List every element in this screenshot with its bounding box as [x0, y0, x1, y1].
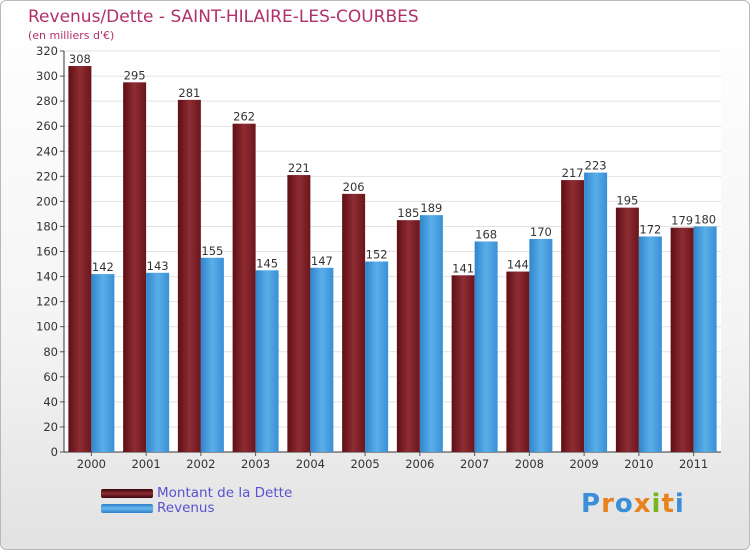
data-label-debt: 221	[288, 161, 310, 175]
bar-revenus	[91, 274, 115, 452]
y-tick-label: 60	[43, 370, 58, 384]
logo-letter: x	[633, 489, 652, 519]
bar-debt	[615, 207, 639, 452]
bar-revenus	[419, 215, 443, 452]
bar-debt	[396, 220, 420, 452]
data-label-revenus: 147	[311, 254, 333, 268]
data-label-revenus: 170	[530, 225, 552, 239]
y-tick-label: 20	[43, 420, 58, 434]
bar-revenus	[200, 257, 224, 452]
y-tick-label: 300	[36, 69, 58, 83]
x-tick-label: 2007	[460, 457, 489, 471]
bar-revenus	[584, 172, 608, 452]
y-tick-label: 0	[51, 445, 58, 459]
bar-debt	[451, 275, 475, 452]
data-label-debt: 281	[178, 86, 200, 100]
legend-swatch-revenus	[101, 504, 153, 513]
legend-swatch-debt	[101, 489, 153, 498]
data-label-debt: 185	[397, 206, 419, 220]
legend-label-revenus: Revenus	[157, 500, 215, 516]
data-label-debt: 295	[124, 68, 146, 82]
y-tick-label: 160	[36, 245, 58, 259]
x-tick-label: 2011	[679, 457, 708, 471]
data-label-revenus: 172	[639, 222, 661, 236]
x-tick-label: 2010	[624, 457, 653, 471]
y-tick-label: 40	[43, 395, 58, 409]
bar-debt	[177, 99, 201, 452]
data-label-revenus: 189	[420, 201, 442, 215]
bar-revenus	[310, 267, 334, 452]
y-tick-label: 120	[36, 295, 58, 309]
y-tick-label: 240	[36, 144, 58, 158]
chart-title: Revenus/Dette - SAINT-HILAIRE-LES-COURBE…	[28, 7, 419, 27]
y-tick-label: 100	[36, 320, 58, 334]
bar-revenus	[146, 272, 170, 452]
bar-debt	[506, 271, 530, 452]
logo-letter: r	[601, 489, 615, 519]
bar-revenus	[529, 238, 553, 452]
logo-letter: o	[614, 489, 634, 519]
data-label-debt: 217	[562, 166, 584, 180]
bar-debt	[561, 180, 585, 452]
x-tick-label: 2001	[131, 457, 160, 471]
data-label-debt: 144	[507, 258, 529, 272]
bar-revenus	[474, 241, 498, 452]
proxiti-logo: Proxiti	[581, 489, 685, 519]
bar-revenus	[365, 261, 389, 452]
data-label-debt: 179	[671, 214, 693, 228]
x-tick-label: 2000	[77, 457, 106, 471]
y-tick-label: 200	[36, 194, 58, 208]
data-label-revenus: 168	[475, 227, 497, 241]
bar-revenus	[638, 236, 662, 452]
data-label-debt: 262	[233, 110, 255, 124]
data-label-revenus: 145	[256, 256, 278, 270]
bar-debt	[68, 66, 92, 452]
y-tick-label: 280	[36, 94, 58, 108]
legend-label-debt: Montant de la Dette	[157, 485, 293, 501]
bar-revenus	[255, 270, 279, 452]
data-label-revenus: 155	[201, 244, 223, 258]
bar-revenus	[693, 226, 717, 452]
data-label-revenus: 180	[694, 212, 716, 226]
bar-debt	[232, 123, 256, 453]
data-label-revenus: 142	[92, 260, 114, 274]
data-label-debt: 141	[452, 261, 474, 275]
data-label-debt: 308	[69, 52, 91, 66]
y-tick-label: 220	[36, 169, 58, 183]
data-label-revenus: 223	[585, 159, 607, 173]
data-label-revenus: 152	[366, 248, 388, 262]
y-tick-label: 260	[36, 119, 58, 133]
chart-subtitle: (en milliers d'€)	[28, 29, 115, 42]
bar-debt	[670, 227, 694, 452]
y-tick-label: 320	[36, 44, 58, 58]
x-tick-label: 2005	[350, 457, 379, 471]
logo-letter: i	[651, 489, 662, 519]
data-label-debt: 195	[616, 194, 638, 208]
data-label-debt: 206	[343, 180, 365, 194]
logo-letter: P	[581, 489, 602, 519]
x-tick-label: 2002	[186, 457, 215, 471]
y-tick-label: 140	[36, 270, 58, 284]
logo-letter: t	[661, 489, 675, 519]
x-tick-label: 2006	[405, 457, 434, 471]
bar-debt	[342, 193, 366, 452]
x-tick-label: 2003	[241, 457, 270, 471]
logo-letter: i	[674, 489, 685, 519]
y-tick-label: 80	[43, 345, 58, 359]
x-tick-label: 2004	[296, 457, 325, 471]
x-tick-label: 2009	[569, 457, 598, 471]
data-label-revenus: 143	[147, 259, 169, 273]
bar-debt	[287, 175, 311, 452]
y-tick-label: 180	[36, 219, 58, 233]
x-tick-label: 2008	[515, 457, 544, 471]
bar-debt	[123, 82, 147, 452]
